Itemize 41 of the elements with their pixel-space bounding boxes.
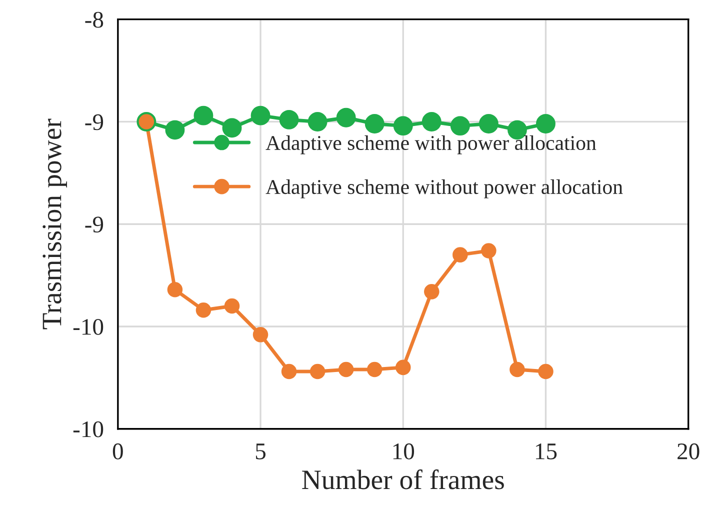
- point: [366, 362, 382, 378]
- point: [222, 118, 242, 138]
- legend-label: Adaptive scheme with power allocation: [266, 135, 596, 154]
- point: [308, 112, 328, 132]
- point: [538, 364, 554, 380]
- point: [422, 112, 442, 132]
- point: [338, 362, 354, 378]
- x-tick-label: 10: [393, 443, 414, 460]
- point: [395, 360, 411, 376]
- y-tick-label: -9: [85, 216, 104, 233]
- point: [424, 284, 440, 300]
- point: [167, 282, 183, 298]
- point: [224, 298, 240, 314]
- x-tick-label: 15: [536, 444, 557, 460]
- point: [478, 114, 498, 134]
- point: [310, 364, 326, 380]
- point: [252, 327, 268, 342]
- point: [450, 116, 470, 136]
- point: [536, 114, 556, 134]
- point: [336, 108, 356, 128]
- point: [194, 106, 214, 126]
- point: [281, 364, 297, 380]
- y-tick-label: -10: [73, 318, 104, 335]
- point: [364, 114, 384, 134]
- x-axis-title: Number of frames: [302, 469, 504, 490]
- point: [452, 247, 468, 262]
- point: [510, 362, 525, 378]
- point: [481, 243, 496, 258]
- y-tick-label: -8: [85, 12, 104, 28]
- x-tick-label: 20: [678, 443, 700, 460]
- point: [393, 116, 413, 136]
- x-tick-label: 0: [112, 443, 123, 460]
- y-tick-label: -9: [85, 114, 104, 130]
- point: [279, 110, 299, 130]
- y-axis-title: Trasmission power: [42, 118, 67, 330]
- y-tick-label: -10: [73, 421, 104, 438]
- point: [196, 302, 212, 318]
- legend-label: Adaptive scheme without power allocation: [266, 179, 623, 198]
- x-tick-label: 5: [256, 444, 266, 460]
- point: [165, 120, 185, 140]
- point: [250, 106, 270, 126]
